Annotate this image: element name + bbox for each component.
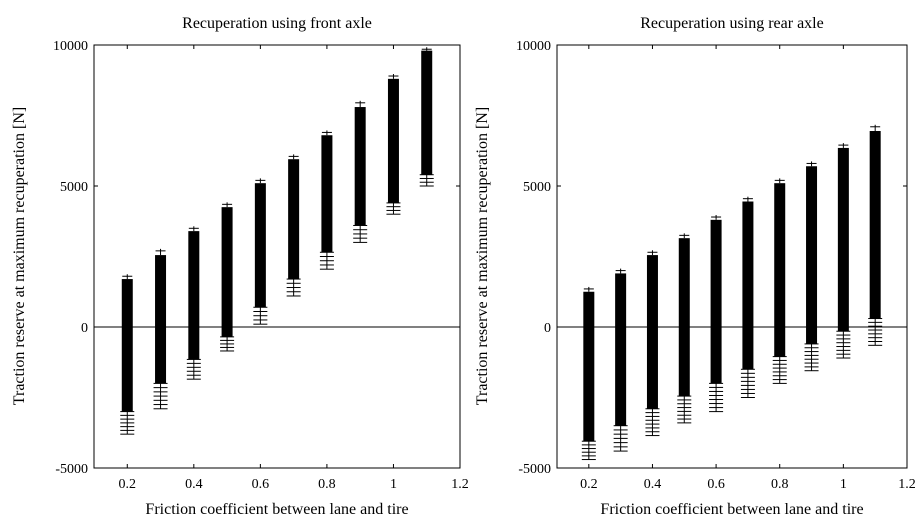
plus-markers-bottom-3: [677, 395, 692, 424]
plus-markers-bottom-7: [804, 343, 819, 372]
range-bar-9: [421, 50, 433, 175]
plus-markers-top-0: [122, 274, 133, 280]
plus-markers-bottom-4: [253, 306, 268, 325]
x-tick-label: 0.4: [644, 477, 662, 492]
plus-markers-bottom-8: [386, 202, 401, 215]
plus-markers-top-9: [870, 124, 881, 132]
chart-front-axle: Recuperation using front axle 0.2 0.4 0.6 0…: [11, 15, 469, 518]
range-bar-0: [583, 291, 595, 442]
range-bar-6: [321, 135, 333, 253]
y-tick-label: 0: [81, 321, 88, 336]
y-tick-label: 5000: [60, 180, 88, 195]
y-tick-label: 5000: [523, 180, 551, 195]
x-tick-label: 0.6: [707, 477, 725, 492]
chart-title: Recuperation using rear axle: [640, 15, 823, 32]
x-tick-label: 0.6: [252, 477, 270, 492]
plus-markers-bottom-2: [186, 358, 201, 380]
plot-frame: [556, 44, 908, 469]
range-bar-1: [615, 273, 627, 426]
plus-markers-bottom-9: [868, 318, 883, 346]
plus-markers-bottom-9: [419, 174, 434, 187]
range-bar-5: [288, 159, 300, 280]
y-tick-label: 10000: [516, 39, 551, 54]
axis-ticks: 0.2 0.4 0.6 0.8 1 1.2 -5000 0 5000 10000: [53, 39, 469, 492]
plus-markers-top-3: [679, 233, 690, 239]
range-bar-4: [710, 219, 722, 384]
plus-markers-bottom-6: [319, 251, 334, 270]
range-bar-9: [869, 131, 881, 319]
plus-markers-bottom-2: [645, 408, 660, 437]
range-bar-4: [254, 183, 266, 308]
range-bar-2: [188, 231, 200, 360]
x-tick-label: 0.2: [580, 477, 598, 492]
plus-markers-bottom-7: [353, 224, 368, 243]
range-bar-6: [774, 183, 786, 357]
x-tick-label: 1.2: [451, 477, 469, 492]
plus-markers-top-6: [774, 178, 785, 184]
y-tick-label: 0: [544, 321, 551, 336]
plus-markers-top-1: [155, 248, 166, 256]
x-tick-label: 0.4: [185, 477, 203, 492]
x-tick-label: 0.2: [119, 477, 137, 492]
plus-markers-top-9: [421, 47, 432, 51]
x-axis-label: Friction coefficient between lane and ti…: [145, 501, 408, 518]
plus-markers-top-5: [288, 154, 299, 160]
plot-frame: [93, 44, 461, 469]
range-bar-3: [678, 238, 690, 397]
plus-markers-bottom-4: [709, 382, 724, 413]
plus-markers-top-8: [388, 74, 399, 79]
range-bar-2: [646, 255, 658, 409]
range-bar-8: [837, 147, 849, 332]
plus-markers-bottom-5: [286, 278, 301, 297]
x-tick-label: 0.8: [318, 477, 336, 492]
chart-title: Recuperation using front axle: [182, 15, 372, 32]
y-axis-label: Traction reserve at maximum recuperation…: [11, 107, 28, 405]
x-tick-label: 0.8: [771, 477, 789, 492]
plus-markers-bottom-5: [740, 368, 755, 398]
range-bar-7: [806, 166, 818, 344]
plus-markers-top-5: [742, 196, 753, 202]
range-bar-5: [742, 201, 754, 370]
plus-markers-top-0: [583, 286, 594, 292]
range-bar-7: [354, 107, 366, 226]
plus-markers-bottom-1: [613, 425, 628, 452]
x-tick-label: 1.2: [898, 477, 916, 492]
plus-markers-bottom-8: [836, 330, 851, 359]
plus-markers-bottom-1: [153, 382, 168, 410]
y-tick-label: -5000: [55, 462, 88, 477]
plus-markers-bottom-0: [581, 440, 596, 461]
range-bar-3: [221, 207, 233, 337]
y-tick-label: -5000: [518, 462, 551, 477]
plus-markers-top-6: [321, 130, 332, 136]
y-tick-label: 10000: [53, 39, 88, 54]
range-bar-0: [121, 279, 133, 412]
plus-markers-bottom-0: [120, 411, 135, 435]
x-tick-label: 1: [840, 477, 847, 492]
range-bar-8: [387, 78, 399, 203]
plus-markers-top-7: [806, 161, 817, 167]
plot-marks: [94, 47, 460, 435]
range-bar-1: [155, 255, 167, 384]
plus-markers-top-4: [711, 215, 722, 220]
y-axis-label: Traction reserve at maximum recuperation…: [474, 107, 491, 405]
plus-markers-top-3: [222, 202, 233, 208]
plus-markers-top-1: [615, 268, 626, 274]
plus-markers-top-8: [838, 143, 849, 148]
plot-marks: [557, 124, 907, 461]
plus-markers-top-2: [188, 226, 199, 232]
plus-markers-bottom-3: [220, 336, 235, 352]
plus-markers-top-2: [647, 250, 658, 256]
plus-markers-top-4: [255, 178, 266, 184]
x-axis-label: Friction coefficient between lane and ti…: [600, 501, 863, 518]
chart-rear-axle: Recuperation using rear axle 0.2 0.4 0.6 0.…: [474, 15, 916, 518]
plus-markers-top-7: [355, 100, 366, 108]
x-tick-label: 1: [390, 477, 397, 492]
plus-markers-bottom-6: [772, 356, 787, 384]
axis-ticks: 0.2 0.4 0.6 0.8 1 1.2 -5000 0 5000 10000: [516, 39, 916, 492]
